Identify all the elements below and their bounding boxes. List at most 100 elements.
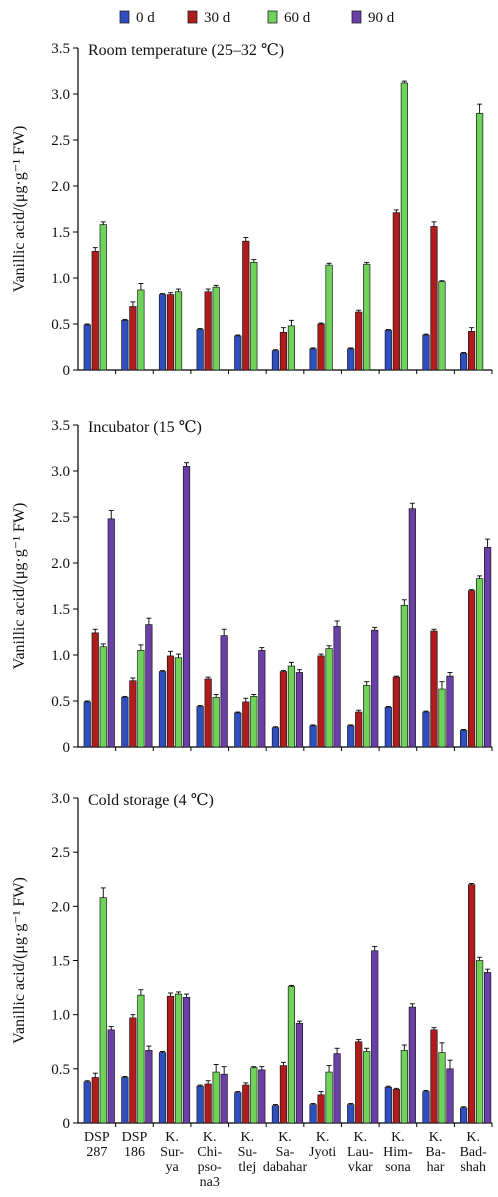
bar <box>317 1094 325 1124</box>
bar <box>333 626 341 748</box>
bar <box>145 624 153 748</box>
bar <box>83 1081 91 1124</box>
bar <box>422 334 430 371</box>
y-tick-label: 1.0 <box>51 648 70 664</box>
bar <box>212 1071 220 1124</box>
bar <box>430 630 438 748</box>
bar <box>271 350 280 371</box>
x-tick-label: Sur- <box>160 1145 184 1160</box>
bar <box>325 264 333 371</box>
bar <box>158 294 167 371</box>
y-tick-label: 2.0 <box>51 179 70 195</box>
bar <box>384 1086 392 1124</box>
bar <box>158 1052 167 1124</box>
bar <box>279 1065 288 1124</box>
bar <box>271 727 280 748</box>
x-tick-label: 186 <box>124 1145 145 1160</box>
bar <box>476 960 484 1124</box>
legend-item: 60 d <box>267 10 311 26</box>
y-axis-label: Vanillic acid/(μg·g⁻¹ FW) <box>11 126 28 293</box>
bar <box>204 291 212 371</box>
bar <box>446 1068 454 1124</box>
y-tick-label: 0.5 <box>51 317 70 333</box>
bar <box>234 1092 242 1124</box>
legend-item: 30 d <box>187 10 231 26</box>
legend-label: 60 d <box>284 10 311 26</box>
bar <box>355 311 363 371</box>
bar <box>476 112 484 371</box>
bar <box>295 672 304 748</box>
bar <box>107 1029 115 1124</box>
bar <box>99 897 107 1124</box>
bar <box>355 711 363 748</box>
legend-item: 90 d <box>351 10 395 26</box>
bar <box>317 323 325 371</box>
bar <box>121 319 129 371</box>
bar <box>258 1069 266 1124</box>
legend-swatch <box>351 10 362 24</box>
bar <box>158 671 167 748</box>
bar <box>182 996 191 1124</box>
legend-item: 0 d <box>119 10 155 26</box>
x-tick-label: K. <box>429 1130 443 1145</box>
bar <box>371 629 379 748</box>
bar <box>309 1104 317 1124</box>
bar <box>107 518 115 748</box>
bar <box>196 329 204 371</box>
x-tick-label: DSP <box>122 1130 148 1145</box>
bar <box>384 330 392 371</box>
y-axis-label: Vanillic acid/(μg·g⁻¹ FW) <box>11 503 28 670</box>
x-tick-label: sona <box>385 1160 411 1175</box>
bar <box>174 993 183 1124</box>
chart-panels: 0 0.5 1.0 1.5 2.0 2.5 3.0 3.5 Room temperature (… <box>11 41 493 1132</box>
chart-title: Incubator (15 ℃) <box>88 419 202 436</box>
bar <box>438 688 446 748</box>
bar <box>196 1085 204 1124</box>
bar <box>121 696 129 748</box>
y-tick-label: 0.5 <box>51 694 70 710</box>
bar <box>174 291 183 371</box>
bar <box>347 725 355 748</box>
bar <box>287 665 296 748</box>
bar <box>363 263 371 371</box>
y-tick-label: 3.0 <box>51 87 70 103</box>
bar <box>408 508 416 748</box>
y-tick-label: 3.0 <box>51 464 70 480</box>
x-tick-label: Jyoti <box>309 1145 336 1160</box>
x-tick-label: Lau- <box>347 1145 374 1160</box>
bar <box>196 706 204 748</box>
bar <box>287 986 296 1124</box>
legend-label: 0 d <box>136 10 155 26</box>
x-tick-label: K. <box>203 1130 217 1145</box>
x-tick-label: dabahar <box>263 1160 308 1175</box>
bar <box>422 711 430 748</box>
bar <box>468 331 476 371</box>
bar <box>355 1041 363 1124</box>
x-tick-label: DSP <box>84 1130 110 1145</box>
bar <box>438 1052 446 1124</box>
bar <box>99 224 107 371</box>
bar <box>317 655 325 748</box>
bar <box>309 725 317 748</box>
bar <box>287 325 296 371</box>
bar <box>422 1091 430 1124</box>
y-tick-label: 3.5 <box>51 418 70 434</box>
chart-title: Room temperature (25–32 ℃) <box>88 42 284 59</box>
bar <box>258 650 266 748</box>
x-tick-label: na3 <box>200 1175 220 1190</box>
bar <box>91 250 99 371</box>
x-tick-label: K. <box>466 1130 480 1145</box>
x-tick-label: 287 <box>86 1145 107 1160</box>
bar <box>460 353 468 371</box>
bar <box>242 240 250 371</box>
bar <box>212 696 220 748</box>
bar <box>204 1083 212 1124</box>
x-tick-label: Sa- <box>276 1145 295 1160</box>
y-tick-label: 0 <box>63 740 71 756</box>
chart-title: Cold storage (4 ℃) <box>88 792 214 809</box>
x-tick-label: har <box>427 1160 445 1175</box>
y-tick-label: 2.0 <box>51 899 70 915</box>
chart-panel: 0 0.5 1.0 1.5 2.0 2.5 3.0 3.5 Incubator (15 ℃) Va… <box>11 418 493 756</box>
legend: 0 d 30 d 60 d 90 d <box>119 10 395 26</box>
bar <box>279 671 288 748</box>
